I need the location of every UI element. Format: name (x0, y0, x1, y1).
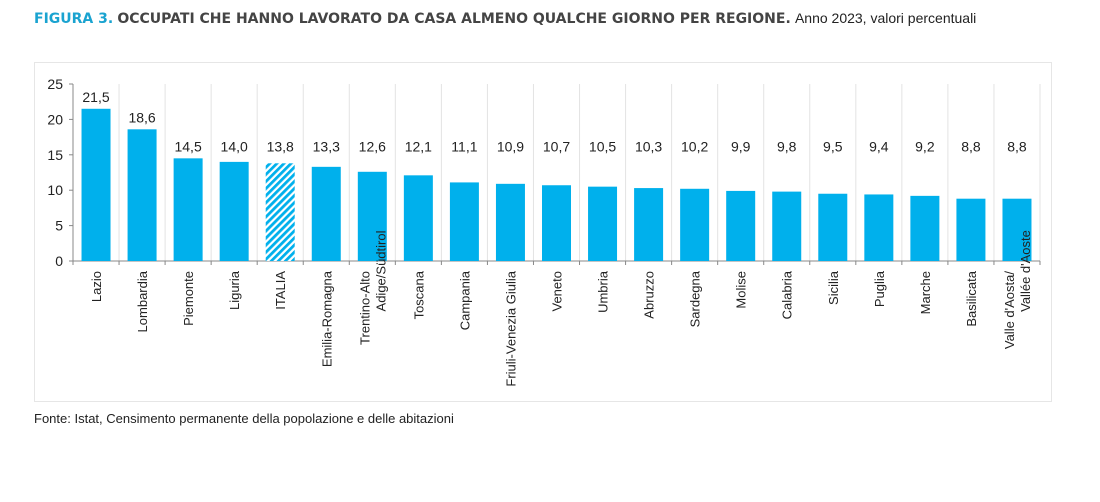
x-tick-label: Toscana (411, 270, 426, 319)
data-label: 9,9 (731, 138, 751, 154)
x-tick-label: Lombardia (135, 270, 150, 332)
data-label: 8,8 (1007, 138, 1027, 154)
bar-emilia-romagna (311, 166, 341, 261)
data-label: 10,3 (635, 138, 662, 154)
x-tick-label: Sardegna (688, 270, 703, 327)
y-tick-label: 15 (47, 147, 63, 163)
y-tick-label: 20 (47, 111, 63, 127)
bar-trentino-alto-adige-s-dtirol (357, 171, 387, 261)
data-label: 13,8 (267, 138, 294, 154)
data-label: 18,6 (128, 109, 155, 125)
y-tick-label: 25 (47, 76, 63, 92)
x-tick-label: Trentino-AltoAdige/Südtirol (357, 230, 388, 345)
x-tick-label: Abruzzo (642, 271, 657, 319)
bar-friuli-venezia-giulia (495, 183, 525, 261)
data-label: 14,0 (221, 138, 248, 154)
x-tick-label: Friuli-Venezia Giulia (503, 270, 518, 386)
bar-sicilia (818, 193, 848, 261)
x-tick-label: Valle d'Aosta/Vallée d'Aoste (1002, 230, 1033, 349)
data-label: 9,5 (823, 138, 843, 154)
x-tick-label: ITALIA (273, 271, 288, 310)
bar-italia (265, 163, 295, 261)
bar-basilicata (956, 198, 986, 261)
x-tick-label: Umbria (596, 270, 611, 313)
data-label: 12,1 (405, 138, 432, 154)
source-note: Fonte: Istat, Censimento permanente dell… (34, 411, 454, 426)
bar-marche (910, 195, 940, 261)
x-tick-label: Emilia-Romagna (319, 270, 334, 367)
data-label: 11,1 (451, 138, 477, 154)
figure-subtitle: Anno 2023, valori percentuali (794, 10, 977, 26)
data-label: 9,8 (777, 138, 797, 154)
bar-toscana (403, 175, 433, 261)
x-tick-label: Puglia (872, 270, 887, 307)
bar-veneto (542, 185, 571, 261)
bar-campania (449, 182, 479, 261)
data-label: 21,5 (82, 89, 109, 105)
data-label: 9,4 (869, 138, 889, 154)
bar-sardegna (680, 188, 710, 261)
figure-title: FIGURA 3. OCCUPATI CHE HANNO LAVORATO DA… (34, 8, 1074, 29)
data-label: 14,5 (174, 138, 201, 154)
data-label: 10,7 (543, 138, 570, 154)
x-tick-label: Piemonte (181, 271, 196, 326)
bar-puglia (864, 194, 894, 261)
x-tick-label: Marche (918, 271, 933, 314)
y-tick-label: 5 (55, 218, 63, 234)
x-tick-label: Liguria (227, 270, 242, 310)
data-label: 10,5 (589, 138, 616, 154)
data-label: 9,2 (915, 138, 935, 154)
bar-molise (726, 190, 756, 261)
x-tick-label: Campania (457, 270, 472, 330)
bar-liguria (219, 161, 249, 261)
data-label: 13,3 (313, 138, 340, 154)
x-tick-label: Calabria (780, 270, 795, 319)
bar-calabria (772, 191, 802, 261)
y-tick-label: 10 (47, 182, 63, 198)
x-tick-label: Lazio (89, 271, 104, 302)
data-label: 12,6 (359, 138, 386, 154)
bar-umbria (588, 186, 618, 261)
chart-frame (34, 62, 1052, 402)
bar-abruzzo (634, 188, 664, 261)
x-tick-label: Sicilia (826, 270, 841, 305)
figure-number: FIGURA 3. (34, 11, 114, 27)
bar-valle-d-aosta-vall-e-d-aoste (1002, 198, 1032, 261)
bar-piemonte (173, 158, 203, 261)
bar-lombardia (127, 129, 157, 261)
figure-heading: OCCUPATI CHE HANNO LAVORATO DA CASA ALME… (117, 11, 791, 27)
x-tick-label: Molise (734, 271, 749, 309)
x-tick-label: Basilicata (964, 270, 979, 326)
bar-lazio (81, 108, 111, 261)
y-tick-label: 0 (55, 253, 63, 269)
data-label: 10,9 (497, 138, 524, 154)
data-label: 8,8 (961, 138, 981, 154)
x-tick-label: Veneto (550, 271, 565, 312)
data-label: 10,2 (681, 138, 708, 154)
